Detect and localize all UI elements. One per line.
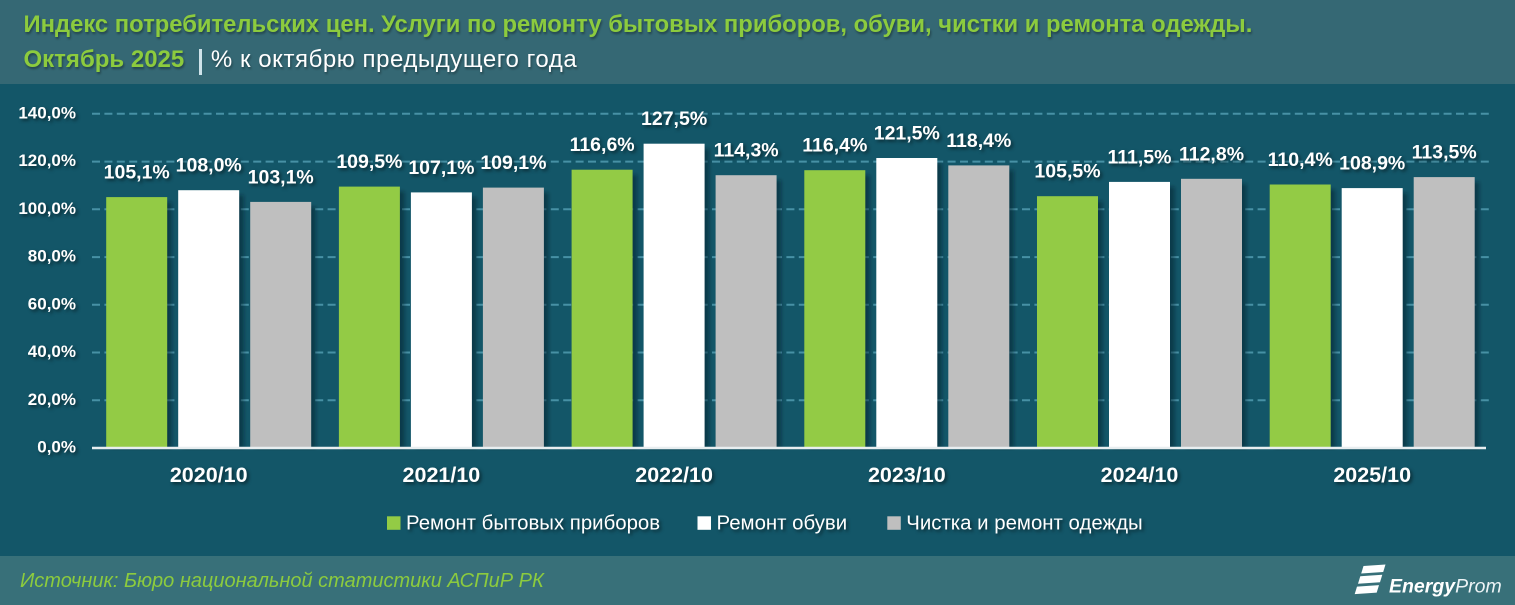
svg-text:109,5%: 109,5%	[336, 151, 402, 173]
svg-text:105,5%: 105,5%	[1034, 161, 1100, 183]
svg-text:120,0%: 120,0%	[18, 151, 76, 170]
svg-text:116,6%: 116,6%	[570, 134, 635, 156]
svg-text:80,0%: 80,0%	[28, 247, 76, 266]
svg-text:EnergyProm: EnergyProm	[1389, 576, 1502, 598]
svg-text:112,8%: 112,8%	[1179, 143, 1244, 165]
svg-text:108,9%: 108,9%	[1339, 153, 1405, 175]
svg-text:2022/10: 2022/10	[635, 463, 713, 487]
svg-text:113,5%: 113,5%	[1412, 142, 1477, 164]
svg-text:116,4%: 116,4%	[802, 135, 867, 157]
svg-text:103,1%: 103,1%	[248, 166, 314, 188]
svg-text:110,4%: 110,4%	[1268, 149, 1333, 171]
svg-text:2023/10: 2023/10	[868, 463, 946, 487]
svg-text:105,1%: 105,1%	[104, 162, 170, 184]
svg-text:127,5%: 127,5%	[641, 108, 707, 130]
svg-text:121,5%: 121,5%	[874, 123, 940, 145]
svg-text:0,0%: 0,0%	[37, 438, 76, 457]
svg-text:40,0%: 40,0%	[28, 342, 76, 361]
svg-text:2024/10: 2024/10	[1101, 463, 1179, 487]
svg-text:114,3%: 114,3%	[714, 140, 779, 162]
svg-text:20,0%: 20,0%	[28, 390, 76, 409]
svg-text:118,4%: 118,4%	[946, 130, 1011, 152]
svg-text:2020/10: 2020/10	[170, 463, 248, 487]
svg-text:140,0%: 140,0%	[18, 103, 76, 122]
svg-text:Чистка и ремонт одежды: Чистка и ремонт одежды	[906, 512, 1142, 534]
svg-text:2021/10: 2021/10	[403, 463, 481, 487]
svg-text:108,0%: 108,0%	[176, 155, 242, 177]
svg-text:Ремонт бытовых приборов: Ремонт бытовых приборов	[406, 512, 660, 534]
svg-text:111,5%: 111,5%	[1108, 146, 1172, 168]
svg-text:100,0%: 100,0%	[18, 199, 76, 218]
svg-text:60,0%: 60,0%	[28, 294, 76, 313]
svg-text:109,1%: 109,1%	[480, 152, 546, 174]
svg-text:107,1%: 107,1%	[408, 157, 474, 179]
svg-text:2025/10: 2025/10	[1333, 463, 1411, 487]
svg-text:Ремонт обуви: Ремонт обуви	[717, 512, 848, 534]
